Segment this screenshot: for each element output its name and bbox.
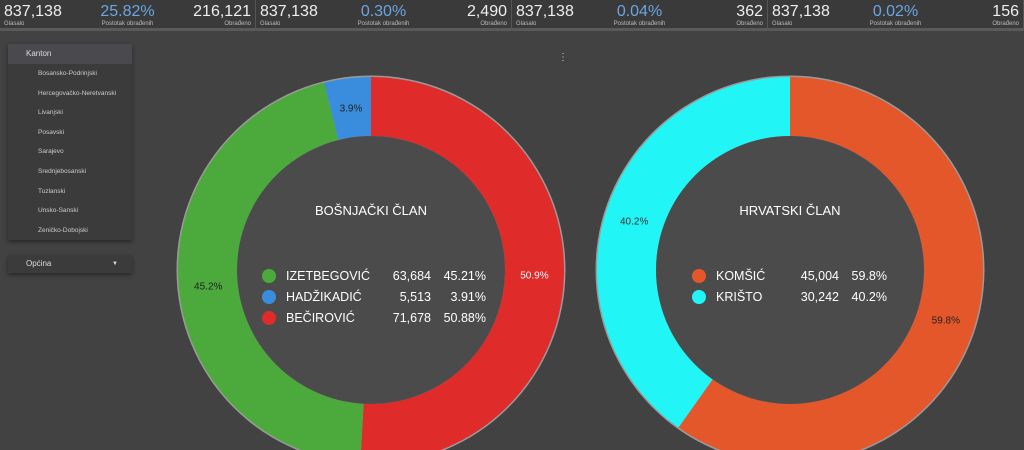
chart-legend: IZETBEGOVIĆ 63,684 45.21% HADŽIKADIĆ 5,513 3.… (262, 265, 486, 328)
kpi-group: 837,138 Glasalo 0.02% Postotak obrađenih 1… (768, 0, 1024, 31)
pct-value: 25.82% (100, 3, 155, 20)
legend-pct: 59.8% (851, 268, 887, 283)
legend-name: HADŽIKADIĆ (286, 289, 362, 304)
legend-dot-icon (692, 289, 706, 304)
donut-hole (237, 136, 505, 404)
glasalo-label: Glasalo (4, 21, 25, 27)
glasalo-label: Glasalo (772, 21, 793, 27)
legend-votes: 45,004 (800, 268, 839, 283)
donut-slice[interactable] (178, 82, 364, 450)
donut-slice[interactable] (360, 77, 564, 450)
legend-item[interactable]: KRIŠTO 30,242 40.2% (692, 286, 887, 307)
obradjeno-label: Obrađeno (224, 21, 251, 27)
legend-item[interactable]: IZETBEGOVIĆ 63,684 45.21% (262, 265, 486, 286)
legend-votes: 5,513 (399, 289, 431, 304)
glasalo-value: 837,138 (260, 3, 318, 20)
legend-item[interactable]: KOMŠIĆ 45,004 59.8% (692, 265, 887, 286)
kanton-item[interactable]: Bosansko-Podrinjski (38, 70, 97, 77)
legend-dot-icon (262, 310, 276, 325)
donut-slice[interactable] (597, 77, 790, 428)
obradjeno-label: Obrađeno (736, 21, 763, 27)
slice-label: 40.2% (620, 216, 648, 227)
legend-pct: 50.88% (443, 310, 486, 325)
obradjeno-label: Obrađeno (480, 21, 507, 27)
slice-label: 50.9% (520, 271, 548, 282)
opcina-dropdown[interactable]: Općina ▼ (8, 255, 132, 273)
legend-pct: 45.21% (443, 268, 486, 283)
legend-dot-icon (692, 268, 706, 283)
legend-votes: 71,678 (392, 310, 431, 325)
kanton-item[interactable]: Tuzlanski (38, 187, 66, 195)
legend-votes: 30,242 (800, 289, 839, 304)
kanton-item[interactable]: Zeničko-Dobojski (38, 226, 88, 234)
legend-dot-icon (262, 268, 276, 283)
glasalo-value: 837,138 (4, 3, 62, 20)
pct-value: 0.30% (360, 3, 407, 20)
chevron-down-icon: ▼ (112, 261, 118, 267)
kanton-item[interactable]: Sarajevo (38, 148, 64, 156)
kanton-filter: Kanton Bosansko-Podrinjski Hercegovačko-N… (8, 44, 132, 241)
legend-item[interactable]: BEČIROVIĆ 71,678 50.88% (262, 307, 486, 328)
pct-label: Postotak obrađenih (869, 21, 922, 27)
pct-value: 0.04% (616, 3, 663, 20)
glasalo-value: 837,138 (516, 3, 574, 20)
legend-pct: 40.2% (851, 289, 887, 304)
legend-item[interactable]: HADŽIKADIĆ 5,513 3.91% (262, 286, 486, 307)
slice-label: 59.8% (932, 316, 960, 327)
legend-votes: 63,684 (392, 268, 431, 283)
obradjeno-value: 216,121 (193, 3, 251, 20)
chart-legend: KOMŠIĆ 45,004 59.8% KRIŠTO 30,242 40.2% (692, 265, 887, 307)
pct-label: Postotak obrađenih (357, 21, 410, 27)
chart-title: HRVATSKI ČLAN (739, 203, 840, 218)
legend-name: KRIŠTO (716, 289, 763, 304)
kanton-item[interactable]: Posavski (38, 128, 65, 136)
pct-label: Postotak obrađenih (613, 21, 666, 27)
donut-slice[interactable] (324, 77, 371, 141)
obradjeno-value: 2,490 (466, 3, 507, 20)
legend-name: KOMŠIĆ (716, 268, 766, 283)
pct-value: 0.02% (872, 3, 919, 20)
obradjeno-label: Obrađeno (992, 21, 1019, 27)
kpi-group: 837,138 Glasalo 0.30% Postotak obrađenih 2… (256, 0, 512, 31)
obradjeno-value: 156 (992, 3, 1019, 20)
obradjeno-value: 362 (736, 3, 763, 20)
glasalo-label: Glasalo (516, 21, 537, 27)
kanton-item[interactable]: Unsko-Sanski (38, 207, 79, 215)
slice-label: 3.9% (340, 104, 363, 115)
donut-hole (656, 136, 924, 404)
kanton-item[interactable]: Srednjebosanski (38, 167, 87, 175)
kanton-item[interactable]: Livanjski (38, 109, 63, 117)
kanton-header[interactable]: Kanton (8, 44, 132, 64)
kpi-bar: 837,138 Glasalo 25.82% Postotak obrađenih … (0, 0, 1024, 31)
kpi-group: 837,138 Glasalo 25.82% Postotak obrađenih … (0, 0, 256, 31)
opcina-label: Općina (26, 259, 52, 268)
slice-label: 45.2% (194, 282, 222, 293)
glasalo-label: Glasalo (260, 21, 281, 27)
more-options-icon[interactable]: ⋮ (558, 52, 568, 63)
kanton-item[interactable]: Hercegovačko-Neretvanski (38, 89, 117, 97)
glasalo-value: 837,138 (772, 3, 830, 20)
legend-name: BEČIROVIĆ (286, 310, 355, 325)
kpi-group: 837,138 Glasalo 0.04% Postotak obrađenih 3… (512, 0, 768, 31)
legend-pct: 3.91% (450, 289, 486, 304)
donut-slice[interactable] (678, 77, 983, 450)
chart-title: BOŠNJAČKI ČLAN (315, 203, 427, 218)
pct-label: Postotak obrađenih (101, 21, 154, 27)
legend-dot-icon (262, 289, 276, 304)
legend-name: IZETBEGOVIĆ (286, 268, 371, 283)
